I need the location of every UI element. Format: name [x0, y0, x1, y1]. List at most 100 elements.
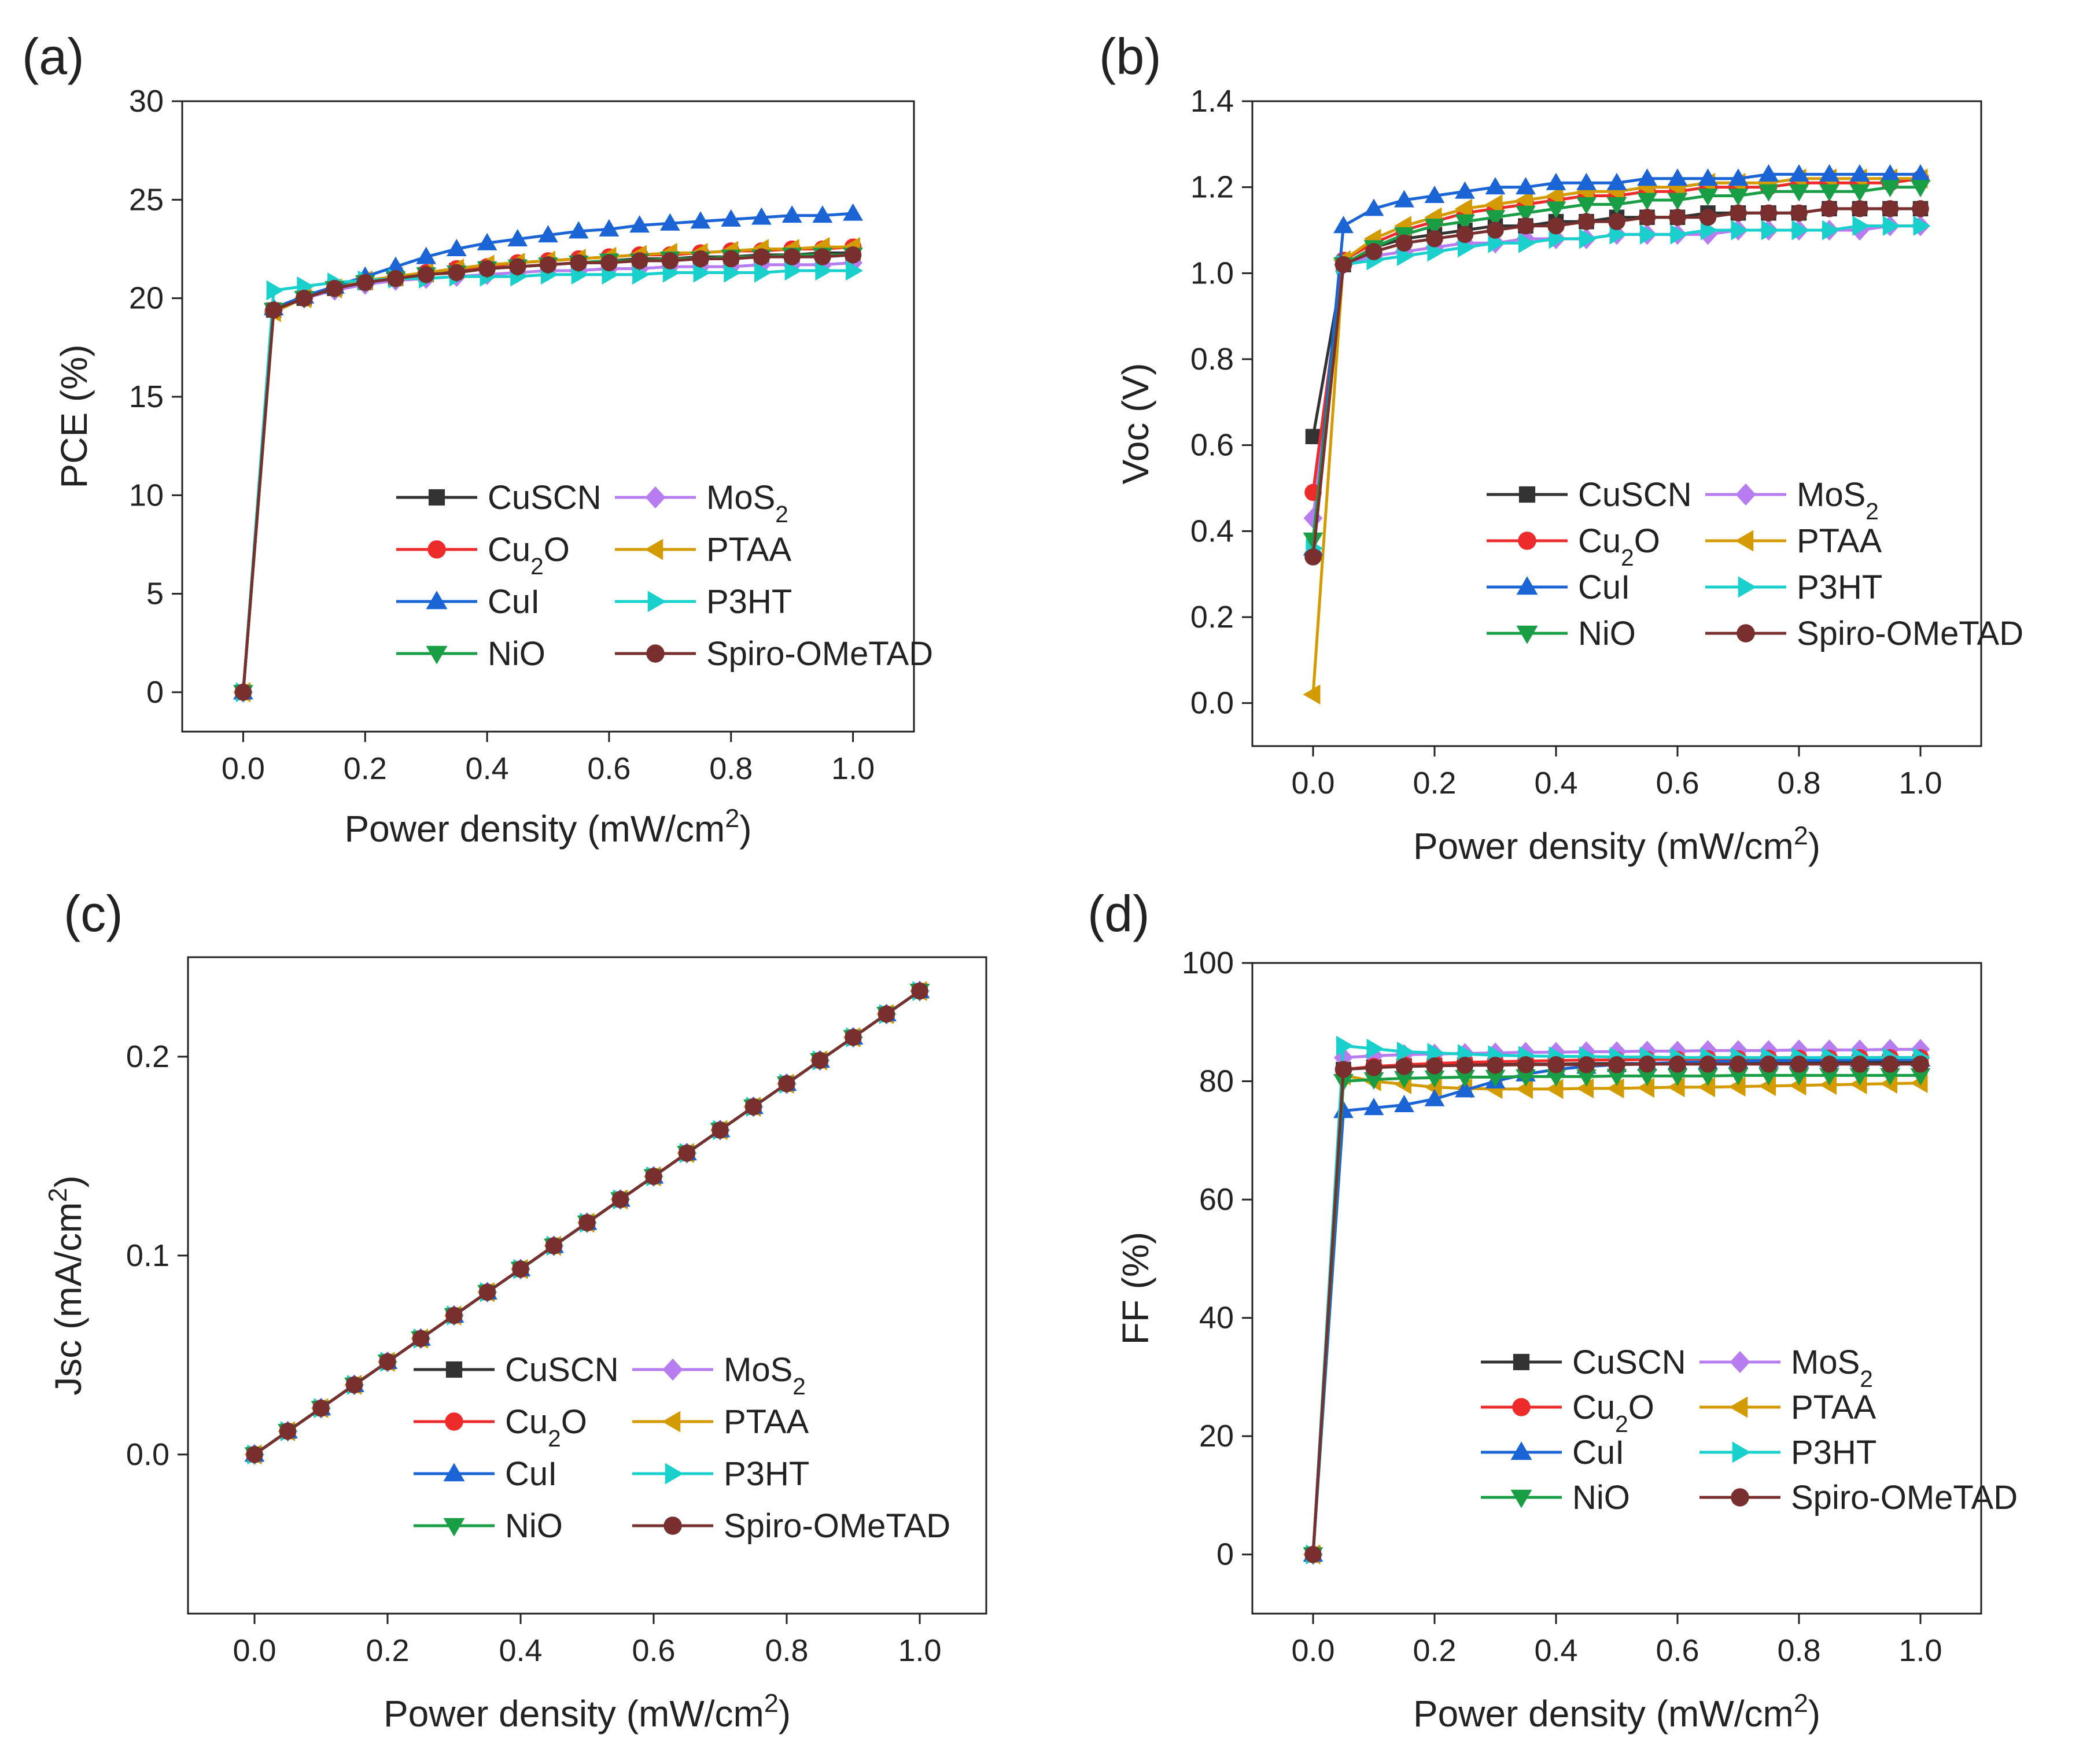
- legend-item: P3HT: [1699, 1434, 1876, 1471]
- x-tick-label: 0.2: [366, 1633, 409, 1668]
- legend-item: Spiro-OMeTAD: [1705, 615, 2023, 652]
- x-axis-label-sup: 2: [1794, 1689, 1808, 1718]
- legend-label: P3HT: [1797, 569, 1882, 606]
- x-axis-label: Power density (mW/cm2): [344, 804, 751, 850]
- data-point: [753, 248, 770, 265]
- data-point: [1304, 548, 1322, 566]
- data-point: [538, 225, 558, 243]
- legend-marker: [443, 1463, 465, 1482]
- data-point: [478, 1283, 496, 1301]
- data-point: [744, 1098, 762, 1116]
- legend-label: MoS2: [1791, 1344, 1873, 1392]
- legend-label: MoS2: [724, 1351, 806, 1400]
- plot-frame: [1251, 100, 1982, 747]
- x-tick-label: 0.6: [587, 751, 631, 786]
- data-point: [1517, 217, 1535, 235]
- chart-panel-b: (b) 0.0 0.2 0.4 0.6 0.8 1.0 0.0 0.2 0.4 0.6 0.8 1.0 1…: [1099, 28, 2023, 867]
- data-point: [1485, 194, 1503, 215]
- series-Spiro-OMeTAD: [234, 246, 862, 701]
- series-line: [241, 253, 853, 693]
- x-tick-label: 0.2: [1413, 1633, 1456, 1668]
- y-axis-label: Jsc (mA/cm2): [43, 1175, 89, 1395]
- y-tick-label: 100: [1182, 946, 1234, 980]
- data-point: [1638, 1056, 1656, 1073]
- y-tick-label: 40: [1199, 1301, 1234, 1335]
- data-point: [1363, 1098, 1384, 1116]
- data-point: [1394, 1094, 1414, 1112]
- legend-label: Spiro-OMeTAD: [724, 1507, 950, 1545]
- data-point: [1395, 234, 1413, 252]
- data-point: [1731, 220, 1749, 241]
- data-point: [1667, 193, 1688, 211]
- legend-label-main: NiO: [488, 635, 545, 673]
- data-point: [1728, 168, 1749, 186]
- data-point: [599, 219, 620, 237]
- x-tick-label: 1.0: [1898, 1633, 1942, 1668]
- x-axis-label-sup: 2: [764, 1689, 779, 1718]
- y-tick-label: 0.8: [1190, 342, 1234, 377]
- panel-label: (c): [64, 885, 123, 942]
- data-point: [478, 260, 496, 278]
- data-point: [1426, 1057, 1443, 1075]
- data-point: [379, 1353, 396, 1371]
- legend-marker: [1516, 576, 1538, 595]
- legend-label-main: Spiro-OMeTAD: [724, 1507, 950, 1545]
- data-point: [578, 1214, 596, 1231]
- data-point: [1304, 1545, 1322, 1563]
- data-point: [1363, 198, 1384, 216]
- legend-marker: [426, 591, 448, 610]
- legend-marker: [426, 645, 448, 665]
- legend-marker: [1737, 624, 1755, 643]
- legend-label: Cu2O: [1578, 522, 1660, 571]
- data-point: [345, 1376, 363, 1394]
- legend-label-main: P3HT: [1791, 1434, 1876, 1471]
- legend-label-tail: O: [544, 531, 570, 569]
- legend-label: NiO: [505, 1507, 563, 1545]
- data-point: [1455, 1080, 1475, 1098]
- data-point: [632, 264, 650, 285]
- data-point: [326, 279, 344, 297]
- panel-label: (a): [22, 28, 84, 85]
- data-point: [659, 213, 680, 231]
- data-point: [1698, 189, 1718, 206]
- legend-item: Spiro-OMeTAD: [632, 1507, 950, 1545]
- data-point: [1517, 1056, 1535, 1073]
- legend-marker: [662, 1358, 683, 1381]
- data-point: [678, 1145, 696, 1162]
- legend-label-main: Cu: [1578, 522, 1621, 560]
- x-axis-label-main: Power density (mW/cm: [344, 808, 725, 850]
- plot-frame: [181, 100, 915, 733]
- x-tick-label: 1.0: [898, 1633, 941, 1668]
- legend-label-main: CuSCN: [1572, 1344, 1686, 1381]
- legend-marker: [646, 644, 665, 663]
- data-point: [692, 250, 709, 268]
- x-axis-label: Power density (mW/cm2): [1413, 1689, 1820, 1735]
- legend-marker: [1735, 530, 1754, 552]
- legend-label-main: Cu: [488, 531, 530, 569]
- y-tick-label: 30: [129, 84, 164, 119]
- data-point: [878, 1005, 895, 1023]
- data-point: [1485, 177, 1506, 195]
- data-point: [1881, 1056, 1899, 1073]
- data-point: [1334, 1061, 1352, 1078]
- y-axis-label-main: Jsc (mA/cm: [47, 1202, 89, 1396]
- data-point: [1576, 197, 1597, 215]
- legend-item: Spiro-OMeTAD: [615, 635, 933, 673]
- y-axis-label-main: PCE (%): [53, 345, 95, 489]
- legend-marker: [1729, 1396, 1748, 1418]
- data-point: [1640, 224, 1657, 245]
- data-point: [568, 221, 589, 239]
- legend-label: CuI: [505, 1455, 557, 1493]
- panel-label: (d): [1087, 885, 1150, 942]
- data-point: [645, 1168, 662, 1185]
- data-point: [1456, 226, 1474, 243]
- data-point: [387, 270, 404, 287]
- data-point: [1516, 190, 1533, 211]
- y-tick-label: 0: [1216, 1537, 1234, 1572]
- legend-item: MoS2: [1699, 1344, 1873, 1392]
- data-point: [1424, 186, 1445, 204]
- x-axis-label-tail: ): [739, 808, 751, 850]
- data-point: [1455, 181, 1475, 199]
- legend-marker: [443, 1518, 465, 1537]
- data-point: [845, 1028, 862, 1046]
